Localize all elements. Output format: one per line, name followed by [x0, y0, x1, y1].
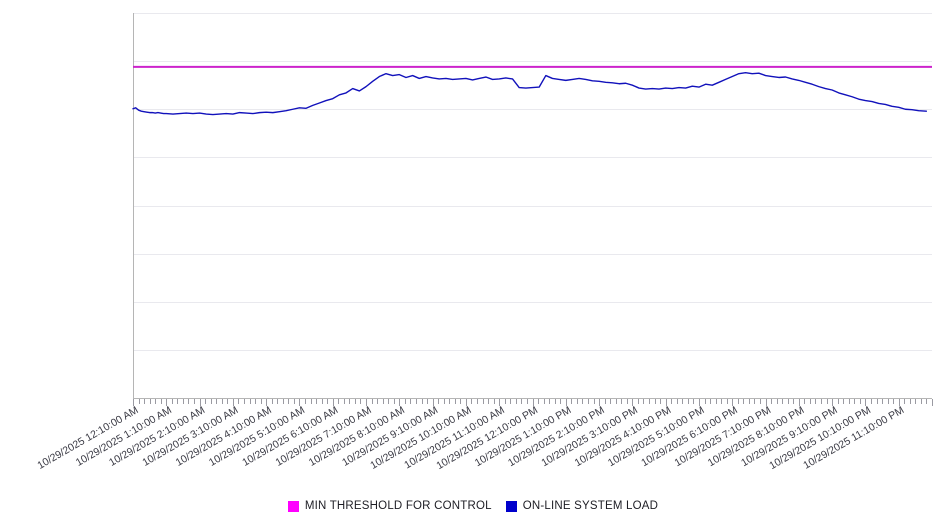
- on-line-system-load-line: [132, 71, 928, 116]
- legend-swatch-system-load: [505, 500, 517, 512]
- legend-item-system-load[interactable]: ON-LINE SYSTEM LOAD: [505, 500, 659, 512]
- axis-lines-group: [133, 13, 932, 399]
- legend-label-min-threshold: MIN THRESHOLD FOR CONTROL: [304, 500, 492, 512]
- gridlines-group: [133, 13, 932, 399]
- legend-label-system-load: ON-LINE SYSTEM LOAD: [522, 500, 659, 512]
- load-series: [132, 71, 928, 116]
- legend-swatch-min-threshold: [287, 500, 299, 512]
- x-axis-minor-ticks: [133, 399, 933, 406]
- chart-legend: MIN THRESHOLD FOR CONTROL ON-LINE SYSTEM…: [0, 494, 946, 518]
- legend-item-min-threshold[interactable]: MIN THRESHOLD FOR CONTROL: [287, 500, 492, 512]
